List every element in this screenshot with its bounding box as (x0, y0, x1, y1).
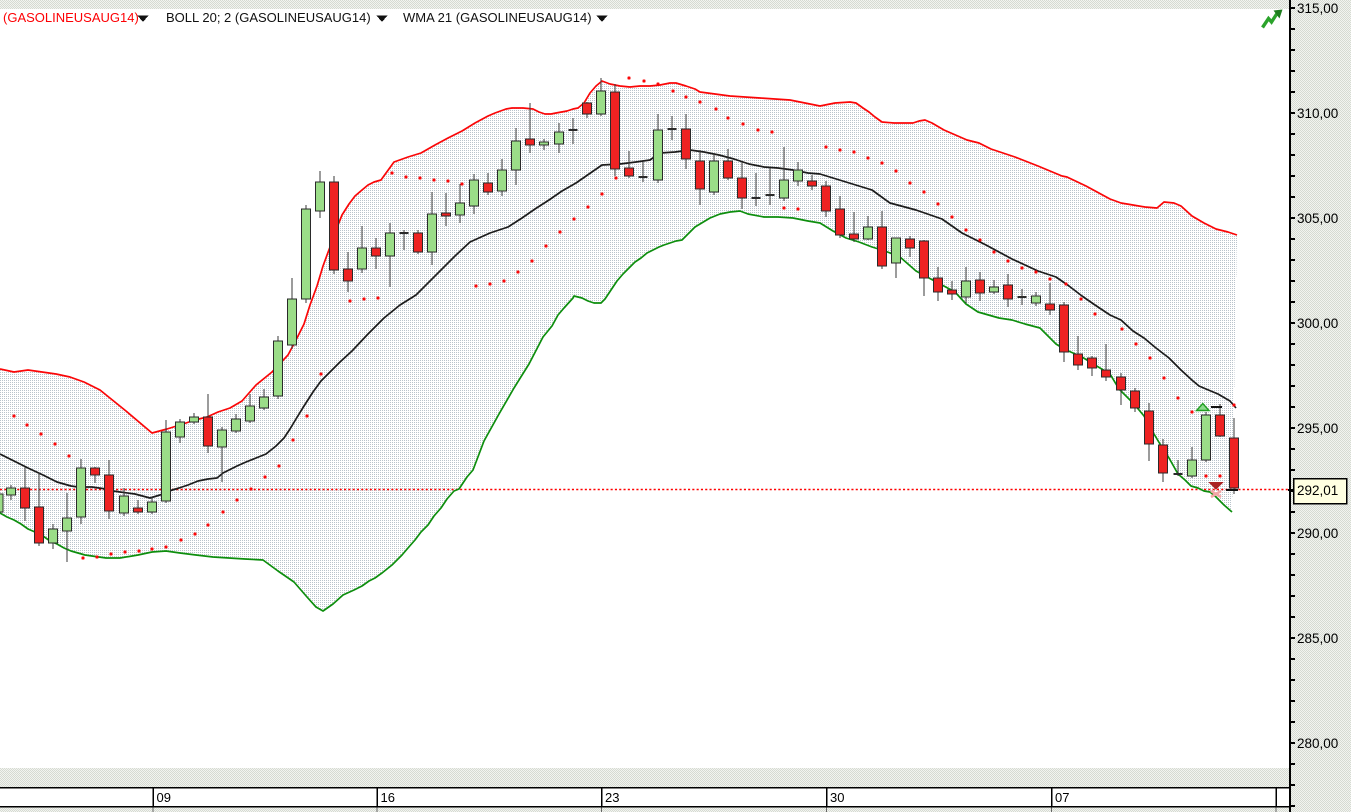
svg-text:280,00: 280,00 (1297, 736, 1338, 751)
svg-text:300,00: 300,00 (1297, 316, 1338, 331)
svg-text:07: 07 (1055, 790, 1069, 805)
svg-text:09: 09 (157, 790, 171, 805)
svg-text:290,00: 290,00 (1297, 526, 1338, 541)
svg-text:WMA 21 (GASOLINEUSAUG14): WMA 21 (GASOLINEUSAUG14) (403, 10, 592, 25)
svg-text:285,00: 285,00 (1297, 631, 1338, 646)
svg-text:23: 23 (605, 790, 619, 805)
svg-text:292,01: 292,01 (1297, 483, 1338, 498)
svg-text:315,00: 315,00 (1297, 1, 1338, 16)
svg-text:16: 16 (381, 790, 395, 805)
svg-text:305,00: 305,00 (1297, 211, 1338, 226)
svg-text:30: 30 (830, 790, 844, 805)
svg-text:295,00: 295,00 (1297, 421, 1338, 436)
svg-text:310,00: 310,00 (1297, 106, 1338, 121)
svg-text:(GASOLINEUSAUG14): (GASOLINEUSAUG14) (3, 10, 139, 25)
svg-text:BOLL 20; 2 (GASOLINEUSAUG14): BOLL 20; 2 (GASOLINEUSAUG14) (166, 10, 371, 25)
